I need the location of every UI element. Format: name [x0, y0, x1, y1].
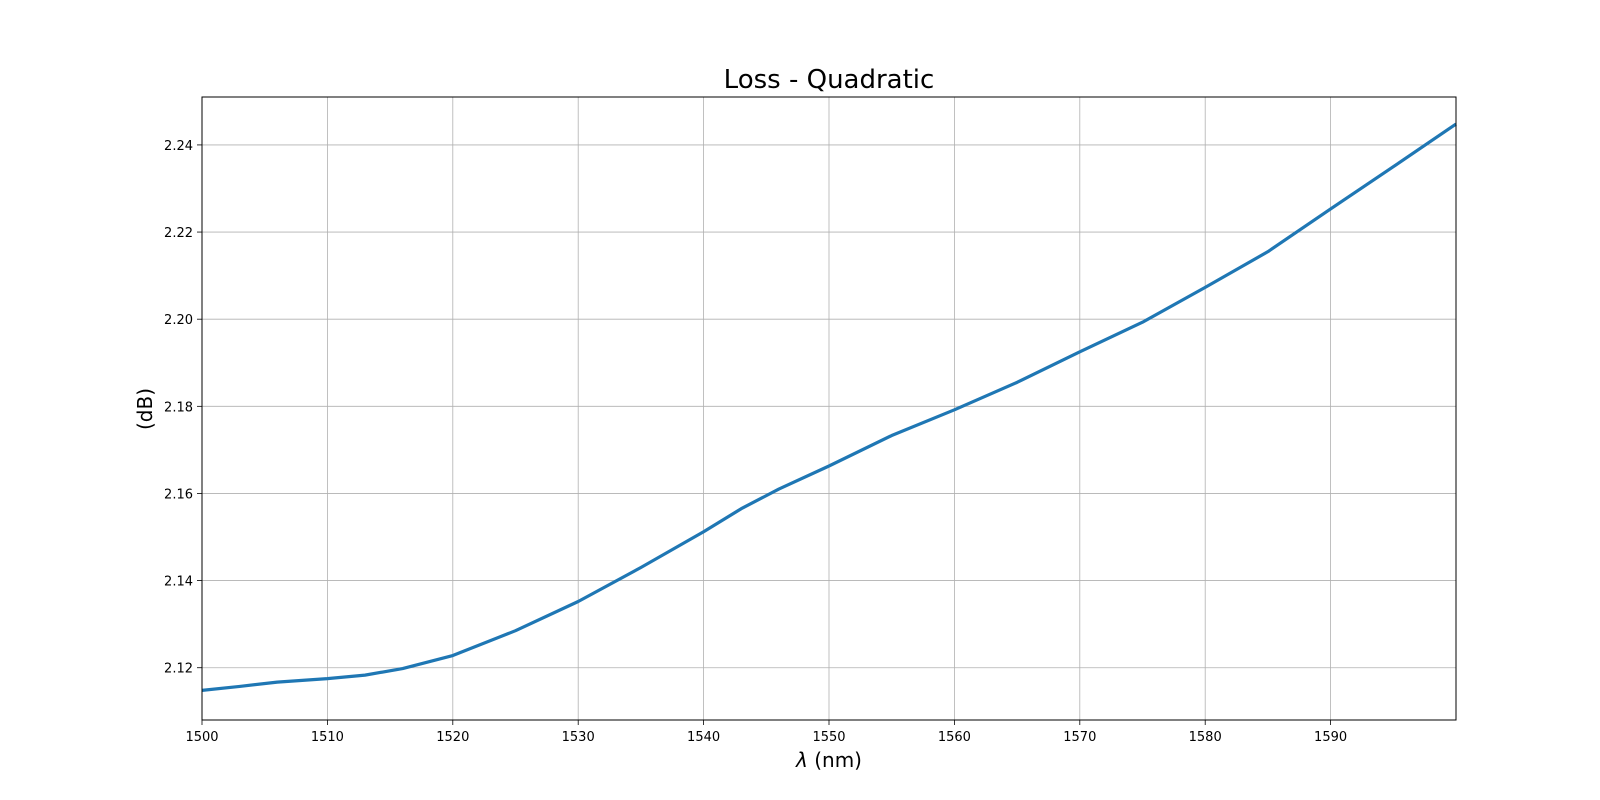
- y-tick-label: 2.20: [164, 313, 193, 328]
- x-tick-label: 1550: [812, 730, 845, 745]
- y-tick-label: 2.24: [164, 139, 193, 154]
- x-axis: 1500 1510 1520 1530 1540 1550 1560 1570 1580 1590: [185, 720, 1347, 745]
- x-tick-label: 1580: [1189, 730, 1222, 745]
- series-line: [201, 122, 1457, 692]
- y-tick-label: 2.16: [164, 487, 193, 502]
- x-tick-label: 1510: [311, 730, 344, 745]
- y-axis: 2.12 2.14 2.16 2.18 2.20 2.22 2.24: [164, 139, 202, 677]
- x-tick-label: 1530: [562, 730, 595, 745]
- grid: [201, 97, 1456, 720]
- series-layer: [201, 122, 1457, 692]
- x-axis-title: λ (nm): [795, 748, 862, 772]
- lambda-symbol: λ: [795, 748, 808, 772]
- y-tick-label: 2.22: [164, 226, 193, 241]
- y-tick-label: 2.18: [164, 400, 193, 415]
- y-tick-label: 2.12: [164, 662, 193, 677]
- y-tick-label: 2.14: [164, 575, 193, 590]
- y-axis-title: (dB): [133, 388, 157, 430]
- x-tick-label: 1590: [1314, 730, 1347, 745]
- x-tick-label: 1560: [938, 730, 971, 745]
- x-tick-label: 1540: [687, 730, 720, 745]
- x-tick-label: 1500: [185, 730, 218, 745]
- x-tick-label: 1520: [436, 730, 469, 745]
- x-axis-unit: (nm): [808, 748, 862, 772]
- chart-title: Loss - Quadratic: [724, 65, 935, 95]
- x-tick-label: 1570: [1063, 730, 1096, 745]
